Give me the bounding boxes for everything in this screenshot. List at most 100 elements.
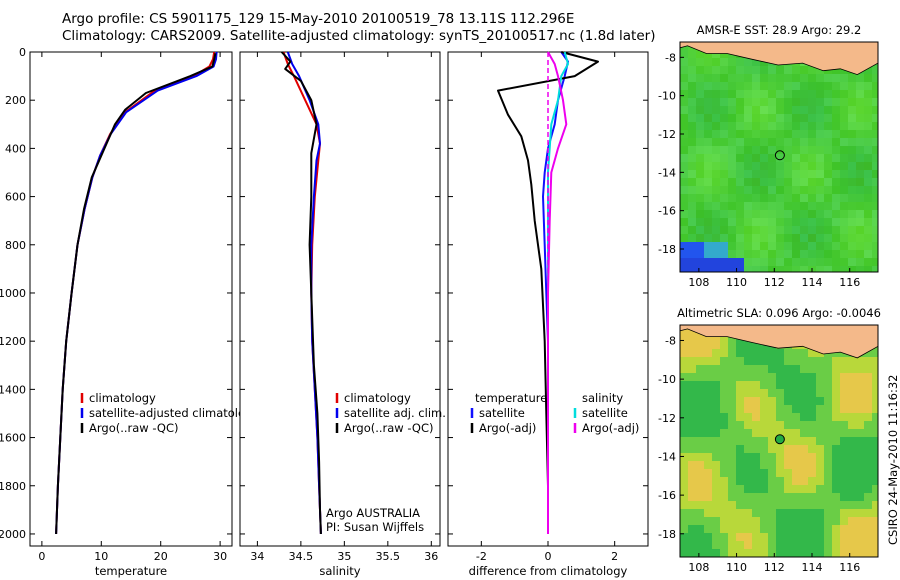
map-cell (696, 226, 705, 235)
map-cell (680, 373, 689, 382)
map-cell (776, 122, 785, 131)
map-cell (712, 477, 721, 486)
map-cell (744, 413, 753, 422)
map-cell (784, 98, 793, 107)
map-cell (736, 58, 745, 67)
map-cell (776, 202, 785, 211)
map-cell (704, 234, 713, 243)
map-cell (728, 106, 737, 115)
map-cell (744, 373, 753, 382)
map-cell (856, 501, 865, 510)
legend-label: Argo(..raw -QC) (344, 421, 434, 435)
map-cell (784, 541, 793, 550)
map-cell (728, 541, 737, 550)
map-cell (680, 381, 689, 390)
map-cell (768, 357, 777, 366)
map-cell (720, 58, 729, 67)
map-cell (736, 461, 745, 470)
map-cell (800, 74, 809, 83)
map-cell (720, 226, 729, 235)
map-cell (832, 90, 841, 99)
map-cell (728, 138, 737, 147)
map-cell (680, 357, 689, 366)
map-cell (784, 397, 793, 406)
map-cell (872, 357, 878, 366)
map-cell (792, 138, 801, 147)
map-cell (720, 234, 729, 243)
legend-label: climatology (89, 391, 156, 405)
map-cell (736, 210, 745, 219)
map-cell (736, 218, 745, 227)
map-cell (760, 365, 769, 374)
map-cell (856, 429, 865, 438)
map-cell (856, 138, 865, 147)
map-cell (872, 365, 878, 374)
map-cell (704, 50, 713, 59)
map-cell (680, 106, 689, 115)
map-cell (824, 397, 833, 406)
map-cell (760, 461, 769, 470)
map-cell (712, 178, 721, 187)
map-cell (808, 154, 817, 163)
legend-label: Argo(-adj) (582, 421, 639, 435)
map-cell (824, 90, 833, 99)
x-tick-label: 108 (688, 561, 709, 574)
map-cell (856, 186, 865, 195)
map-cell (872, 170, 878, 179)
map-cell (752, 365, 761, 374)
map-cell (856, 525, 865, 534)
map-cell (736, 445, 745, 454)
map-cell (800, 437, 809, 446)
map-cell (824, 405, 833, 414)
map-cell (808, 106, 817, 115)
map-cell (752, 381, 761, 390)
map-cell (720, 202, 729, 211)
map-cell (832, 517, 841, 526)
map-cell (680, 50, 689, 59)
map-cell (824, 525, 833, 534)
map-cell (872, 146, 878, 155)
map-cell (752, 373, 761, 382)
map-cell (768, 509, 777, 518)
map-cell (848, 413, 857, 422)
map-cell (736, 178, 745, 187)
map-cell (792, 469, 801, 478)
map-cell (736, 66, 745, 75)
map-cell (752, 122, 761, 131)
map-cell (752, 509, 761, 518)
map-cell (696, 501, 705, 510)
map-cell (816, 365, 825, 374)
map-cell (696, 469, 705, 478)
map-cell (720, 549, 729, 557)
map-cell (848, 549, 857, 557)
map-cell (704, 485, 713, 494)
map-cell (792, 533, 801, 542)
map-cell (840, 437, 849, 446)
map-cell (840, 194, 849, 203)
map-cell (848, 74, 857, 83)
map-cell (704, 405, 713, 414)
map-cell (680, 445, 689, 454)
map-cell (832, 258, 841, 267)
map-cell (832, 114, 841, 123)
x-tick-label: 116 (839, 561, 860, 574)
map-cell (840, 258, 849, 267)
map-cell (736, 509, 745, 518)
map-cell (728, 405, 737, 414)
map-cell (824, 178, 833, 187)
map-cell (768, 242, 777, 251)
map-cell (704, 341, 713, 350)
map-cell (856, 202, 865, 211)
map-cell (768, 170, 777, 179)
map-cell (760, 98, 769, 107)
map-cell (704, 397, 713, 406)
map-cell (800, 357, 809, 366)
map-cell (688, 397, 697, 406)
map-cell (736, 357, 745, 366)
legend-label: temperature (475, 391, 547, 405)
map-cell (856, 114, 865, 123)
map-cell (792, 413, 801, 422)
map-cell (776, 477, 785, 486)
map-cell (784, 186, 793, 195)
